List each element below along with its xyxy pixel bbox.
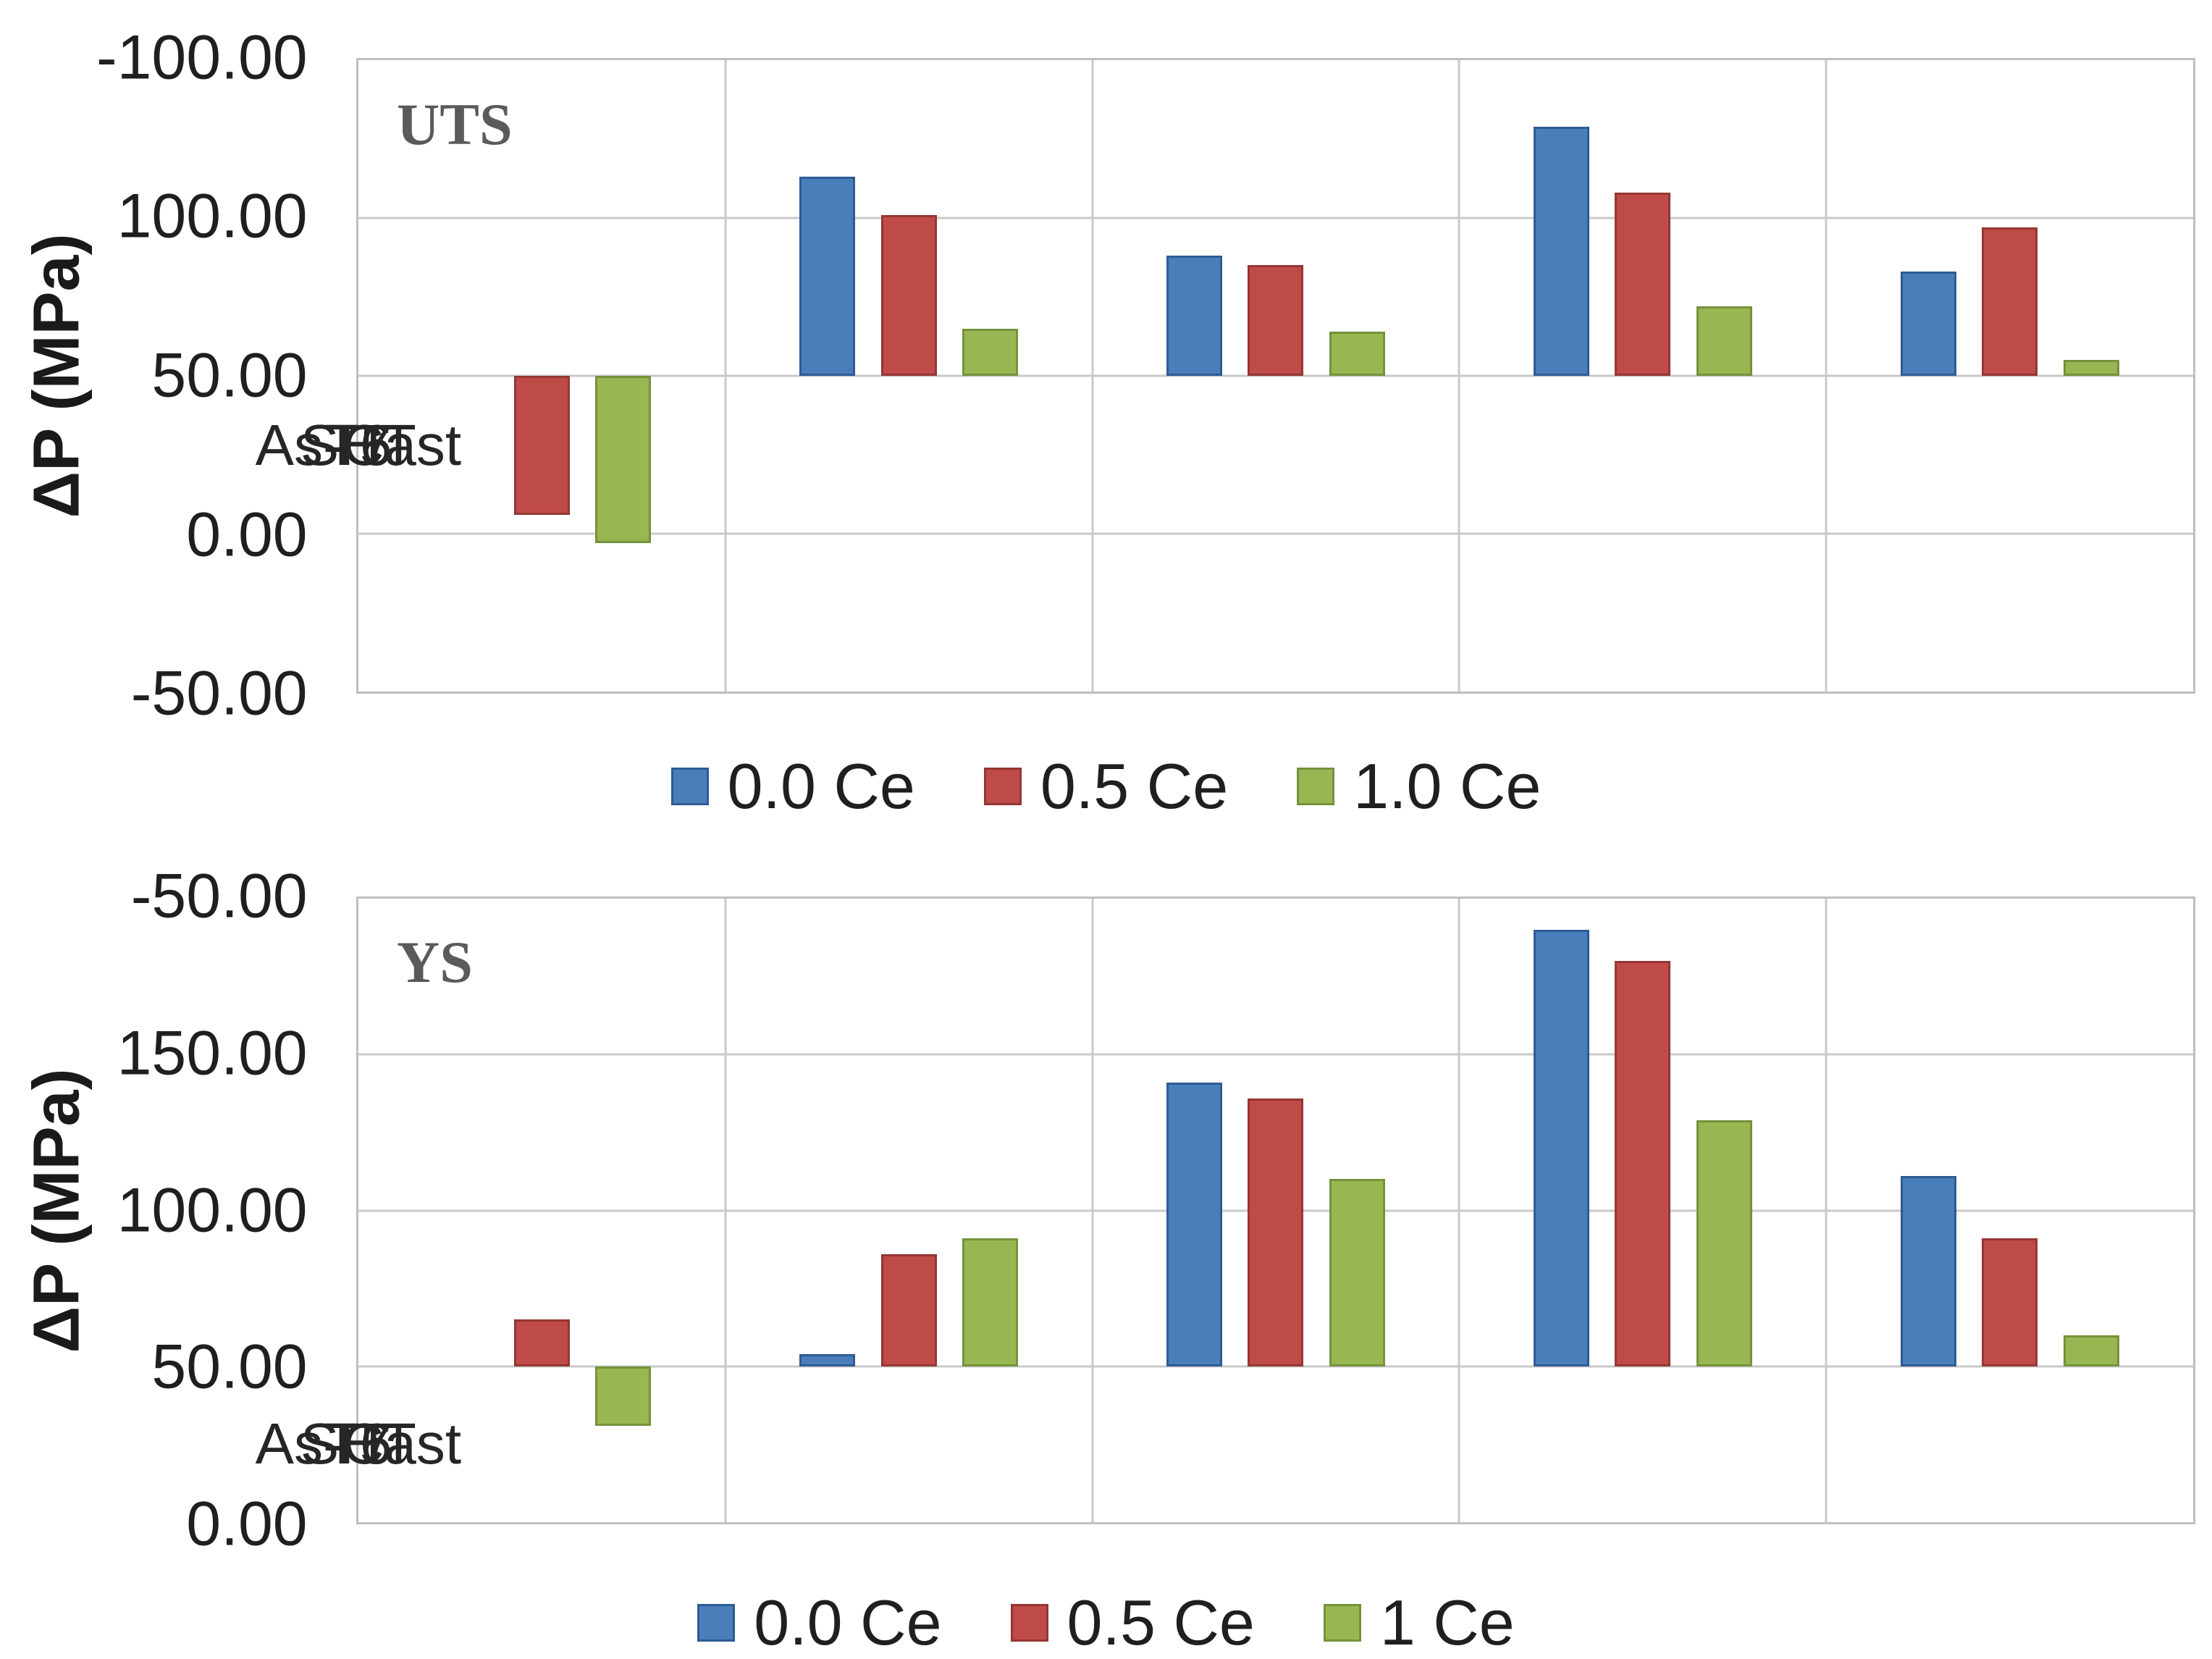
bar-ys-sht-0.5ce (880, 1253, 937, 1366)
bar-uts-t7-0.0ce (1900, 272, 1956, 376)
bar-uts-t5-0.5ce (1248, 265, 1304, 376)
uts-y-tick-label: -100.00 (96, 22, 308, 93)
legend-swatch-blue (697, 1603, 736, 1642)
category-label-t7: T7 (324, 1411, 392, 1477)
legend-swatch-red (983, 767, 1022, 805)
bar-ys-t7-0.5ce (1982, 1238, 2038, 1366)
uts-y-tick-label: 100.00 (117, 181, 308, 251)
bar-uts-sht-0.0ce (799, 177, 856, 376)
bar-ys-t6-0.5ce (1615, 961, 1671, 1366)
legend-label: 0.0 Ce (754, 1586, 942, 1658)
ys-y-tick-label: 100.00 (117, 1175, 308, 1245)
bar-uts-sht-0.5ce (880, 214, 937, 376)
ys-legend: 0.0 Ce 0.5 Ce 1 Ce (0, 1586, 2212, 1659)
bar-uts-t6-0.5ce (1615, 193, 1671, 376)
bar-ys-t7-1ce (2063, 1335, 2119, 1366)
bar-uts-t7-0.5ce (1982, 227, 2038, 376)
legend-item-0-0-ce: 0.0 Ce (670, 749, 915, 823)
legend-swatch-green (1297, 767, 1335, 805)
category-label-t7: T7 (324, 412, 392, 477)
uts-y-tick-label: 50.00 (151, 340, 308, 411)
bar-uts-t5-0.0ce (1166, 256, 1222, 376)
ys-chart-title: YS (397, 929, 473, 996)
legend-item-0-0-ce: 0.0 Ce (697, 1586, 942, 1659)
uts-legend: 0.0 Ce 0.5 Ce 1.0 Ce (0, 750, 2212, 822)
legend-label: 1.0 Ce (1353, 749, 1542, 822)
bar-ys-as-cast-1ce (595, 1366, 652, 1426)
bar-ys-t5-1ce (1329, 1179, 1385, 1366)
gridline (1825, 59, 1828, 692)
bar-uts-t6-0.0ce (1533, 126, 1589, 376)
bar-ys-t5-0.5ce (1248, 1098, 1304, 1366)
category-label-as-cast: As-Cast (255, 412, 462, 477)
bar-ys-sht-1ce (962, 1238, 1019, 1366)
legend-swatch-blue (670, 767, 709, 805)
ys-y-tick-label: 150.00 (117, 1018, 308, 1088)
legend-swatch-green (1323, 1603, 1361, 1642)
gridline (358, 1053, 2194, 1056)
gridline (724, 899, 727, 1522)
gridline (724, 59, 727, 692)
category-label-sht: SHT (300, 412, 416, 477)
uts-plot-area: UTS As-Cast SHT T5 T6 T7 (256, 57, 2196, 694)
legend-item-1-ce: 1 Ce (1323, 1586, 1515, 1659)
bar-uts-t5-1.0ce (1329, 331, 1385, 376)
bar-ys-sht-0.0ce (799, 1353, 856, 1366)
legend-swatch-red (1010, 1603, 1048, 1642)
uts-chart-title: UTS (397, 91, 513, 157)
category-label-t6: T6 (324, 412, 392, 477)
gridline (358, 532, 2194, 535)
legend-item-0-5-ce: 0.5 Ce (983, 749, 1229, 823)
gridline (1458, 59, 1460, 692)
bar-uts-as-cast-1.0ce (595, 376, 652, 544)
gridline (1825, 899, 1828, 1522)
ys-y-tick-label: -50.00 (130, 861, 308, 931)
bar-ys-as-cast-0.5ce (513, 1319, 570, 1366)
legend-label: 1 Ce (1379, 1586, 1515, 1658)
bar-ys-t7-0.0ce (1900, 1176, 1956, 1366)
gridline (1091, 899, 1094, 1522)
uts-chart: ΔP (MPa) 100.00 50.00 0.00 -50.00 -100.0… (0, 22, 2212, 728)
uts-y-tick-label: -50.00 (130, 658, 308, 728)
category-label-as-cast: As-Cast (255, 1411, 462, 1477)
gridline (358, 1365, 2194, 1368)
ys-y-tick-label: 50.00 (151, 1332, 308, 1402)
category-label-t5: T5 (324, 412, 392, 477)
ys-y-tick-label: 0.00 (186, 1489, 308, 1559)
legend-item-1-0-ce: 1.0 Ce (1297, 749, 1541, 823)
bar-uts-t7-1.0ce (2063, 360, 2119, 376)
bar-uts-as-cast-0.5ce (513, 376, 570, 515)
gridline (358, 374, 2194, 377)
ys-plot-area: YS As-Cast SHT T5 T6 T7 (256, 896, 2196, 1524)
uts-y-tick-label: 0.00 (186, 500, 308, 570)
bar-uts-t6-1.0ce (1696, 306, 1752, 376)
bar-uts-sht-1.0ce (962, 328, 1019, 376)
bar-ys-t5-0.0ce (1166, 1083, 1222, 1366)
bar-ys-t6-0.0ce (1533, 930, 1589, 1366)
ys-chart: ΔP (MPa) 150.00 100.00 50.00 0.00 -50.00… (0, 862, 2212, 1558)
gridline (1458, 899, 1460, 1522)
category-label-t6: T6 (324, 1411, 392, 1477)
category-label-sht: SHT (300, 1411, 416, 1477)
legend-label: 0.5 Ce (1040, 749, 1229, 822)
category-label-t5: T5 (324, 1411, 392, 1477)
gridline (1091, 59, 1094, 692)
legend-label: 0.0 Ce (727, 749, 915, 822)
legend-label: 0.5 Ce (1067, 1586, 1255, 1658)
bar-ys-t6-1ce (1696, 1120, 1752, 1366)
legend-item-0-5-ce: 0.5 Ce (1010, 1586, 1255, 1659)
gridline (358, 217, 2194, 219)
